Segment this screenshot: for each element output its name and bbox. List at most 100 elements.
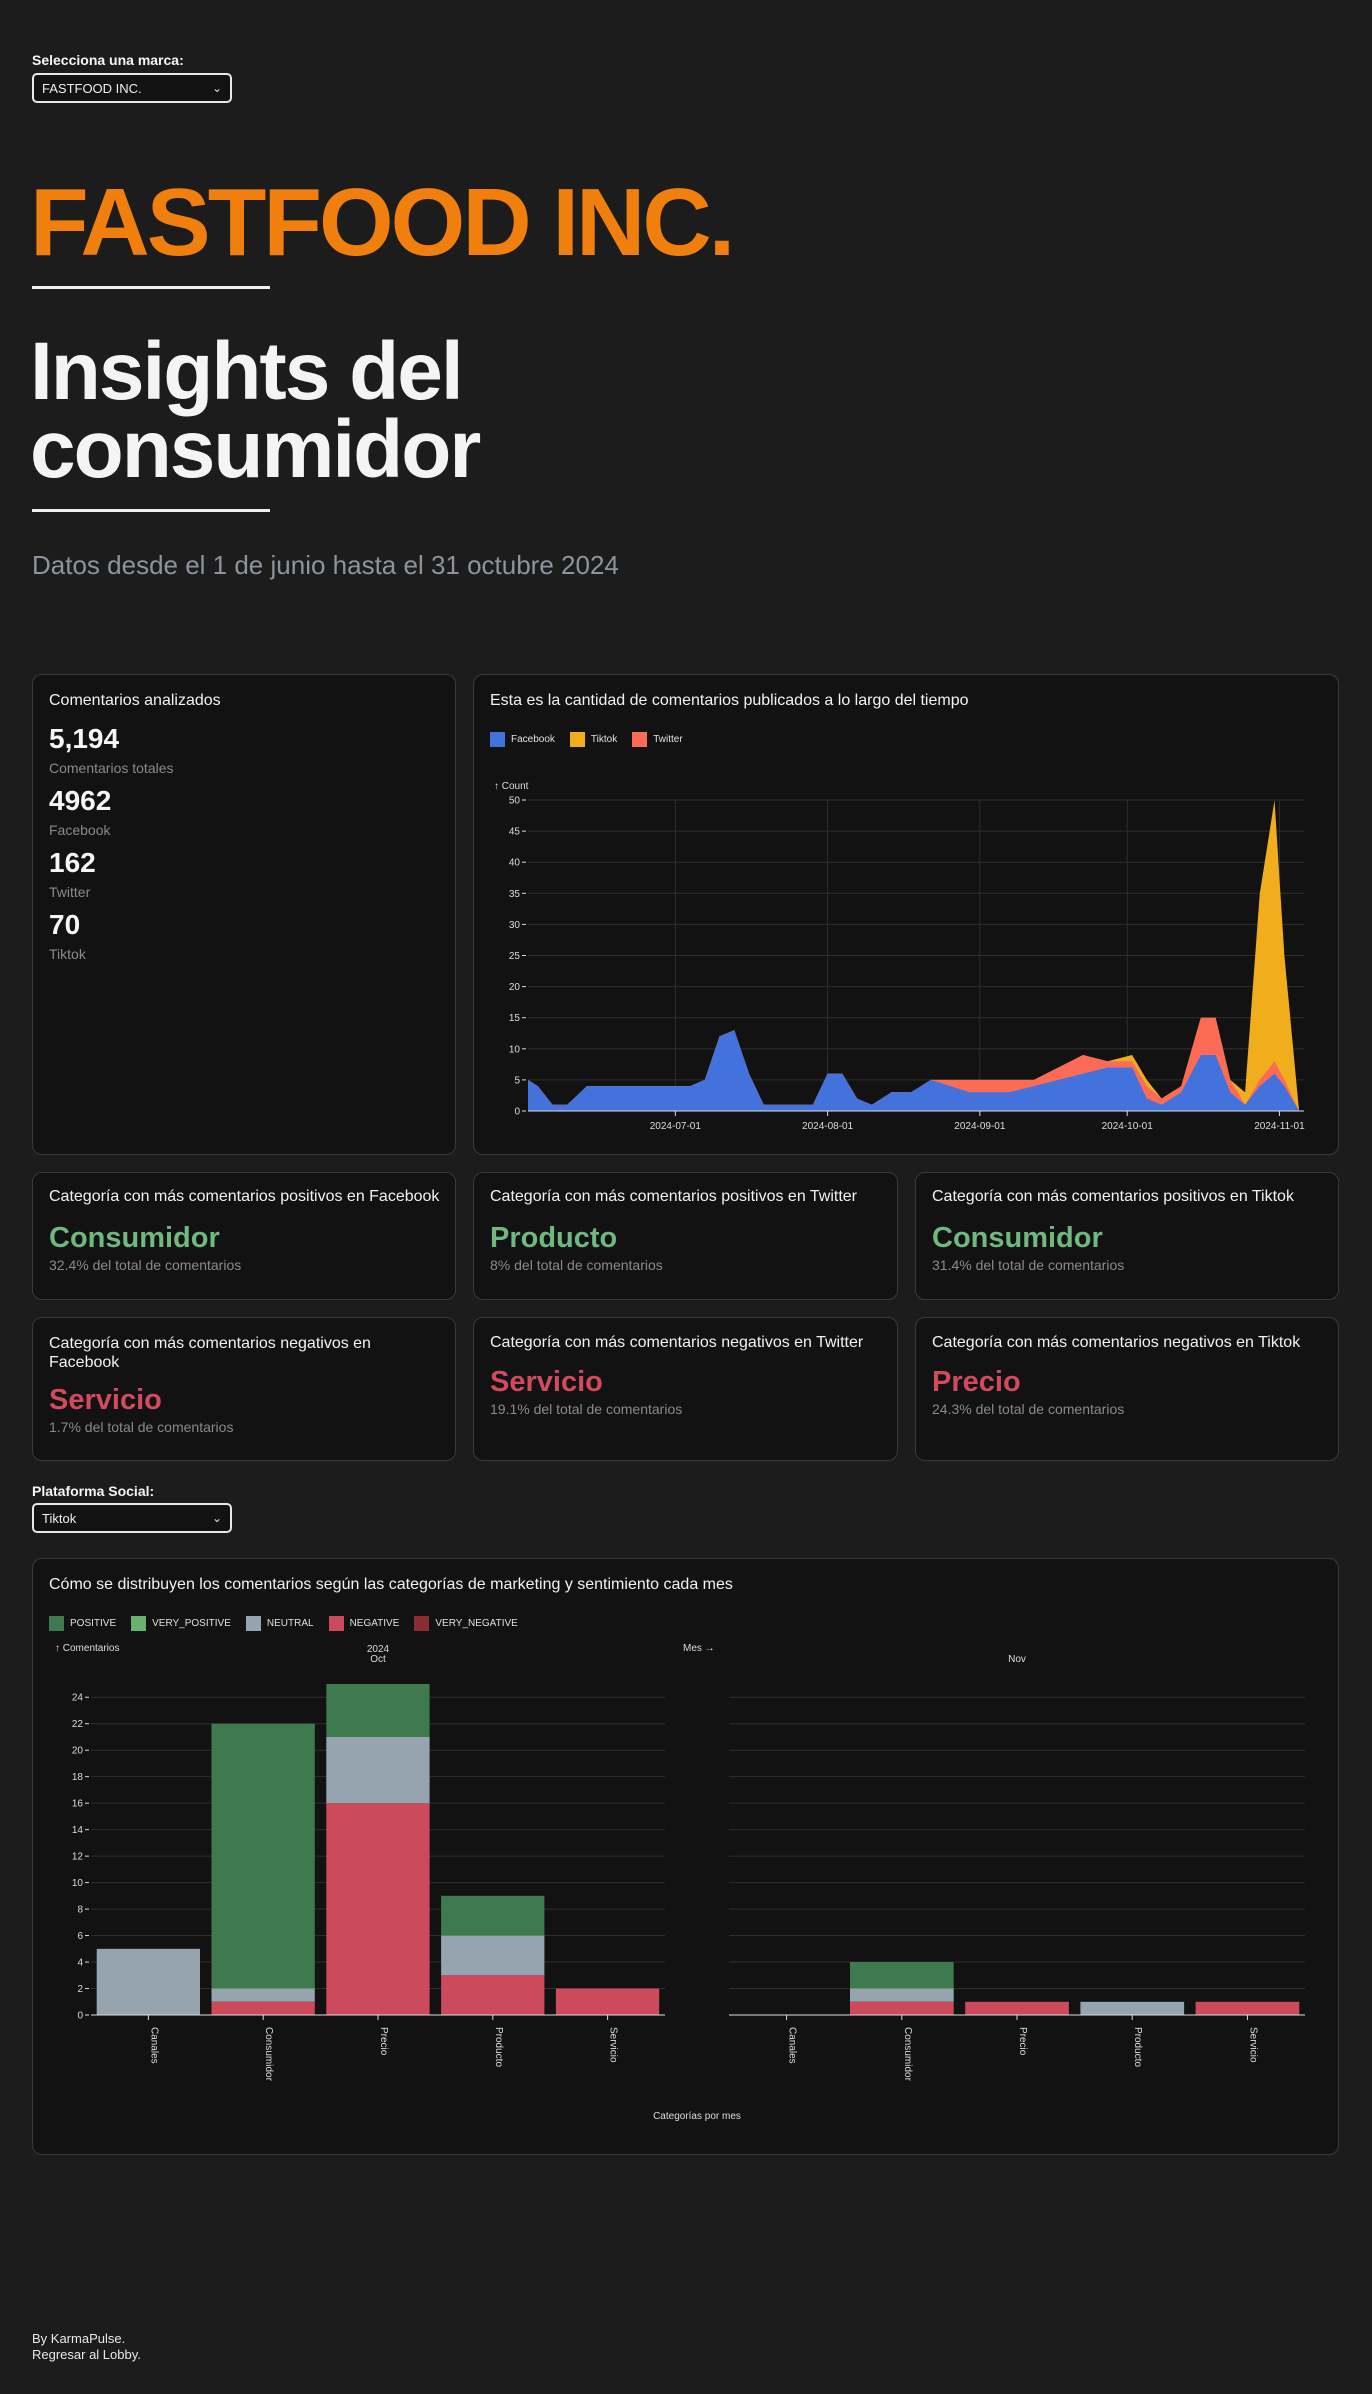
- legend-item-positive: POSITIVE: [49, 1616, 116, 1631]
- timeline-y-tick-label: 20: [509, 982, 521, 993]
- distribution-legend: POSITIVE VERY_POSITIVE NEUTRAL NEGATIVE …: [49, 1616, 533, 1631]
- negative-card-tiktok: Categoría con más comentarios negativos …: [915, 1317, 1339, 1461]
- platform-select[interactable]: Tiktok ⌄: [32, 1503, 232, 1533]
- legend-label: VERY_POSITIVE: [152, 1618, 231, 1629]
- positive-card-title: Categoría con más comentarios positivos …: [932, 1188, 1294, 1205]
- dist-bar-positive: [326, 1684, 430, 1737]
- chevron-down-icon: ⌄: [211, 1511, 222, 1525]
- date-range-subtitle: Datos desde el 1 de junio hasta el 31 oc…: [32, 550, 619, 580]
- summary-card-title: Comentarios analizados: [49, 692, 221, 709]
- positive-card-tiktok: Categoría con más comentarios positivos …: [915, 1172, 1339, 1300]
- dist-bar-neutral: [211, 1988, 315, 2002]
- brand-select-value: FASTFOOD INC.: [42, 80, 142, 96]
- dist-bar-negative: [850, 2001, 954, 2015]
- page-title-line2: consumidor: [30, 404, 481, 495]
- legend-label: VERY_NEGATIVE: [435, 1618, 518, 1629]
- timeline-x-tick-label: 2024-08-01: [802, 1121, 854, 1132]
- legend-swatch: [245, 1616, 261, 1631]
- dist-y-tick-label: 6: [77, 1931, 83, 1942]
- negative-category-caption: 1.7% del total de comentarios: [49, 1419, 234, 1435]
- dist-y-tick-label: 8: [77, 1905, 83, 1916]
- dist-bar-neutral: [1080, 2001, 1185, 2015]
- stat-facebook-value: 4962: [49, 785, 112, 816]
- dist-y-tick-label: 14: [72, 1825, 84, 1836]
- dist-x-tick-label: Consumidor: [263, 2027, 274, 2082]
- dist-x-tick-label: Canales: [787, 2027, 798, 2064]
- timeline-y-tick-label: 40: [509, 858, 521, 869]
- legend-swatch: [569, 732, 585, 747]
- dist-facet-label: Mes →: [683, 1643, 715, 1654]
- dist-bar-negative: [555, 1988, 660, 2015]
- dist-y-tick-label: 16: [72, 1799, 84, 1810]
- dist-x-tick-label: Precio: [1017, 2027, 1028, 2056]
- dist-bar-positive: [850, 1962, 954, 1989]
- summary-card: Comentarios analizados 5,194 Comentarios…: [32, 674, 456, 1155]
- dist-x-tick-label: Servicio: [1247, 2027, 1258, 2063]
- dist-panel-month: Nov: [1008, 1654, 1026, 1665]
- brand-divider: [32, 286, 270, 289]
- dist-bar-positive: [211, 1723, 315, 1989]
- legend-item-very-negative: VERY_NEGATIVE: [414, 1616, 518, 1631]
- legend-swatch: [632, 732, 648, 747]
- title-divider: [32, 509, 270, 512]
- dist-bar-positive: [441, 1895, 545, 1936]
- stat-twitter-value: 162: [49, 847, 96, 878]
- dist-y-axis-label: ↑ Comentarios: [55, 1643, 119, 1654]
- stat-tiktok-caption: Tiktok: [49, 946, 86, 962]
- positive-card-facebook: Categoría con más comentarios positivos …: [32, 1172, 456, 1300]
- dist-bar-neutral: [441, 1935, 545, 1976]
- legend-swatch: [490, 732, 505, 747]
- timeline-x-tick-label: 2024-11-01: [1254, 1121, 1305, 1132]
- timeline-card: Esta es la cantidad de comentarios publi…: [473, 674, 1339, 1155]
- dist-bar-negative: [326, 1803, 430, 2015]
- dist-x-tick-label: Producto: [1132, 2027, 1143, 2067]
- timeline-y-tick-label: 5: [514, 1075, 520, 1086]
- dist-x-tick-label: Servicio: [608, 2027, 619, 2063]
- legend-label: NEUTRAL: [266, 1618, 314, 1629]
- positive-category: Producto: [490, 1222, 618, 1254]
- positive-card-title: Categoría con más comentarios positivos …: [49, 1188, 440, 1205]
- legend-swatch: [328, 1616, 344, 1631]
- dist-x-tick-label: Producto: [493, 2027, 504, 2067]
- positive-card-title: Categoría con más comentarios positivos …: [490, 1188, 857, 1205]
- timeline-card-title: Esta es la cantidad de comentarios publi…: [490, 692, 969, 709]
- legend-swatch: [414, 1616, 430, 1631]
- dist-y-tick-label: 24: [72, 1693, 84, 1704]
- dist-y-tick-label: 2: [77, 1984, 83, 1995]
- dist-y-tick-label: 20: [72, 1746, 84, 1757]
- timeline-y-tick-label: 50: [509, 796, 521, 807]
- brand-title: FASTFOOD INC.: [30, 169, 735, 276]
- distribution-card: Cómo se distribuyen los comentarios segú…: [32, 1558, 1339, 2155]
- timeline-legend: Facebook Tiktok Twitter: [490, 732, 698, 747]
- dist-x-tick-label: Precio: [378, 2027, 389, 2056]
- timeline-x-tick-label: 2024-09-01: [954, 1121, 1006, 1132]
- negative-card-facebook: Categoría con más comentarios negativos …: [32, 1317, 456, 1461]
- timeline-y-axis-label: ↑ Count: [494, 781, 529, 792]
- timeline-chart: ↑ Count 0 5 10 15 20 25 30 35 40 45 50 2024-07-01 202…: [494, 781, 1305, 1132]
- stat-facebook-caption: Facebook: [49, 822, 111, 838]
- distribution-chart: ↑ Comentarios Mes →Categorías por mes2024…: [55, 1643, 1305, 2122]
- negative-category-caption: 24.3% del total de comentarios: [932, 1401, 1125, 1417]
- legend-label: Tiktok: [590, 734, 618, 745]
- legend-label: Twitter: [653, 734, 683, 745]
- positive-category: Consumidor: [932, 1222, 1103, 1254]
- timeline-y-tick-label: 0: [514, 1107, 520, 1118]
- positive-category-caption: 31.4% del total de comentarios: [932, 1257, 1125, 1273]
- negative-category: Precio: [932, 1366, 1021, 1398]
- dist-y-tick-label: 0: [77, 2011, 83, 2022]
- timeline-area-facebook: [528, 1030, 1304, 1111]
- timeline-y-tick-label: 45: [509, 827, 521, 838]
- legend-item-very-positive: VERY_POSITIVE: [131, 1616, 231, 1631]
- timeline-x-tick-label: 2024-07-01: [650, 1121, 702, 1132]
- legend-item-negative: NEGATIVE: [328, 1616, 399, 1631]
- footer: By KarmaPulse. Regresar al Lobby.: [32, 2331, 141, 2363]
- dist-x-tick-label: Consumidor: [902, 2027, 913, 2082]
- dist-x-axis-label: Categorías por mes: [653, 2111, 741, 2122]
- stat-total-caption: Comentarios totales: [49, 760, 174, 776]
- dist-bar-negative: [211, 2001, 315, 2015]
- dist-panel-year: 2024: [367, 1644, 390, 1655]
- back-to-lobby-link[interactable]: Regresar al Lobby.: [32, 2347, 141, 2362]
- legend-label: Facebook: [511, 734, 555, 745]
- brand-select[interactable]: FASTFOOD INC. ⌄: [32, 73, 232, 103]
- brand-selector-label: Selecciona una marca:: [32, 52, 184, 68]
